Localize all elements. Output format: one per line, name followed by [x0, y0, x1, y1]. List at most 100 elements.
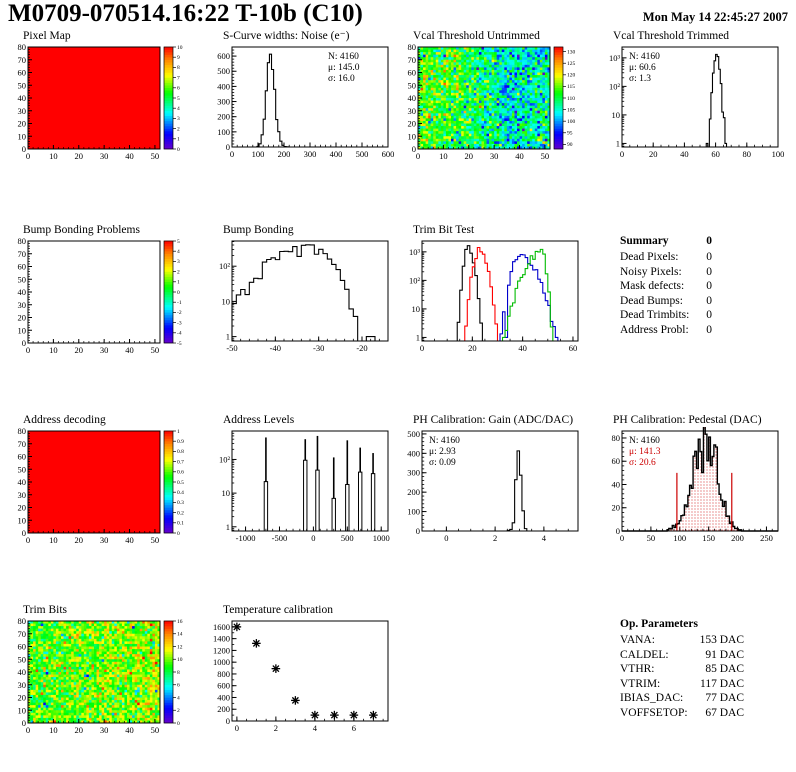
svg-text:10: 10 [18, 325, 27, 335]
panel-ph-pedestal: PH Calibration: Pedestal (DAC) 0 50 100 150… [598, 414, 788, 564]
svg-text:0: 0 [177, 531, 180, 537]
svg-text:40: 40 [612, 479, 621, 489]
svg-text:μ: 145.0: μ: 145.0 [328, 63, 360, 73]
svg-text:105: 105 [567, 107, 576, 113]
svg-text:130: 130 [567, 49, 576, 55]
svg-text:30: 30 [490, 151, 499, 161]
svg-text:N: 4160: N: 4160 [629, 52, 660, 62]
svg-text:0: 0 [311, 533, 315, 543]
svg-text:40: 40 [518, 343, 527, 353]
svg-text:N: 4160: N: 4160 [328, 52, 359, 62]
plot-title: Bump Bonding [223, 224, 294, 236]
svg-text:N: 4160: N: 4160 [629, 436, 660, 446]
ph-pedestal-chart: 0 50 100 150 200 250 0 20 40 60 80 N: 4160 μ: 141.3 σ… [598, 415, 788, 553]
op-parameter-row-value: 91 DAC [705, 648, 744, 661]
bump-bonding-chart: -50 -40 -30 -20 1 10 10² [208, 237, 398, 363]
svg-text:10²: 10² [219, 454, 231, 464]
address-levels-svg: -1000 -500 0 500 1000 1 10 10² [219, 430, 390, 543]
svg-text:40: 40 [18, 287, 27, 297]
svg-text:60: 60 [612, 456, 621, 466]
svg-text:20: 20 [75, 151, 84, 161]
timestamp: Mon May 14 22:45:27 2007 [642, 10, 788, 24]
op-parameter-row: VOFFSETOP: 67 DAC [620, 706, 744, 721]
svg-text:50: 50 [18, 274, 27, 284]
summary-row: Dead Bumps: 0 [620, 294, 712, 309]
svg-text:125: 125 [567, 61, 576, 67]
svg-text:μ: 60.6: μ: 60.6 [629, 63, 656, 73]
plot-title: Pixel Map [23, 30, 71, 42]
svg-text:σ: 16.0: σ: 16.0 [328, 74, 355, 84]
svg-text:10: 10 [18, 515, 27, 525]
svg-text:120: 120 [567, 73, 576, 79]
plot-title: Bump Bonding Problems [23, 224, 140, 236]
svg-text:400: 400 [217, 81, 230, 91]
summary-header: Summary 0 [620, 234, 712, 249]
svg-text:3: 3 [177, 116, 180, 122]
svg-text:0.3: 0.3 [177, 500, 184, 506]
address-decoding-chart: 0 10 20 30 40 50 0 10 20 30 40 50 60 70 80 1 0.9 0.8 0.7 0.… [8, 426, 198, 553]
svg-text:5: 5 [177, 96, 180, 102]
summary-row-label: Mask defects: [620, 280, 685, 293]
svg-text:300: 300 [407, 468, 420, 478]
svg-text:1: 1 [616, 138, 620, 148]
summary-row-value: 0 [706, 265, 712, 278]
svg-text:100: 100 [772, 149, 785, 159]
svg-text:100: 100 [217, 127, 230, 137]
panel-address-levels: Address Levels -1000 -500 0 500 1000 1 10 10² [208, 414, 398, 564]
svg-text:10²: 10² [409, 275, 421, 285]
svg-text:80: 80 [743, 149, 752, 159]
op-parameter-row-value: 85 DAC [705, 663, 744, 676]
svg-text:70: 70 [18, 55, 27, 65]
svg-text:-5: -5 [177, 341, 182, 347]
svg-text:30: 30 [100, 535, 109, 545]
svg-text:40: 40 [125, 151, 134, 161]
plot-title: Vcal Threshold Untrimmed [413, 30, 540, 42]
svg-text:0: 0 [226, 142, 230, 152]
svg-text:10: 10 [18, 131, 27, 141]
op-parameter-row-value: 153 DAC [699, 634, 744, 646]
panel-bump-bonding-problems: Bump Bonding Problems 0 10 20 30 40 50 0 10 20 30… [8, 224, 198, 374]
address-decoding-svg: 0 10 20 30 40 50 0 10 20 30 40 50 60 70 80 1 0.9 0.8 0.7 0.… [18, 426, 185, 545]
op-parameter-row-label: VANA: [620, 634, 655, 646]
svg-text:-20: -20 [356, 343, 367, 353]
op-parameters-title: Op. Parameters [620, 618, 698, 630]
svg-text:70: 70 [18, 249, 27, 259]
plot-title: PH Calibration: Gain (ADC/DAC) [413, 414, 574, 426]
summary-row: Dead Trimbits: 0 [620, 308, 712, 323]
svg-text:10³: 10³ [609, 53, 621, 63]
scurve-noise-svg: 0 100 200 300 400 500 600 0 100 200 300 400 500 600 N:… [217, 46, 394, 159]
vcal-untrimmed-chart: 0 10 20 30 40 50 0 10 20 30 40 50 60 70 80 130 125 120 115… [398, 42, 588, 169]
svg-text:300: 300 [217, 97, 230, 107]
svg-text:0: 0 [416, 526, 420, 536]
svg-text:200: 200 [731, 533, 744, 543]
svg-text:0: 0 [620, 533, 624, 543]
address-levels-chart: -1000 -500 0 500 1000 1 10 10² [208, 427, 398, 553]
svg-text:-500: -500 [272, 533, 288, 543]
svg-text:0: 0 [444, 533, 448, 543]
op-parameter-row: CALDEL: 91 DAC [620, 648, 744, 663]
svg-text:20: 20 [75, 535, 84, 545]
summary-total: 0 [706, 235, 712, 247]
svg-text:70: 70 [408, 55, 417, 65]
svg-text:10: 10 [49, 151, 58, 161]
svg-text:60: 60 [18, 262, 27, 272]
svg-text:400: 400 [330, 149, 343, 159]
svg-text:50: 50 [541, 151, 550, 161]
svg-text:60: 60 [18, 68, 27, 78]
svg-text:70: 70 [18, 439, 27, 449]
svg-text:0.5: 0.5 [177, 480, 184, 486]
svg-text:110: 110 [567, 96, 575, 102]
ph-gain-chart: 0 2 4 0 100 200 300 400 500 N: 4160 μ: 2.93 σ: 0.09 [398, 427, 588, 553]
svg-text:μ: 141.3: μ: 141.3 [629, 447, 661, 457]
svg-text:10: 10 [177, 45, 183, 51]
op-parameter-row-label: VTRIM: [620, 677, 661, 690]
summary-row: Dead Pixels: 0 [620, 250, 712, 265]
svg-text:10: 10 [222, 296, 231, 306]
svg-text:3: 3 [177, 259, 180, 265]
svg-text:0: 0 [412, 144, 416, 154]
svg-text:100: 100 [673, 533, 686, 543]
svg-text:7: 7 [177, 75, 180, 81]
